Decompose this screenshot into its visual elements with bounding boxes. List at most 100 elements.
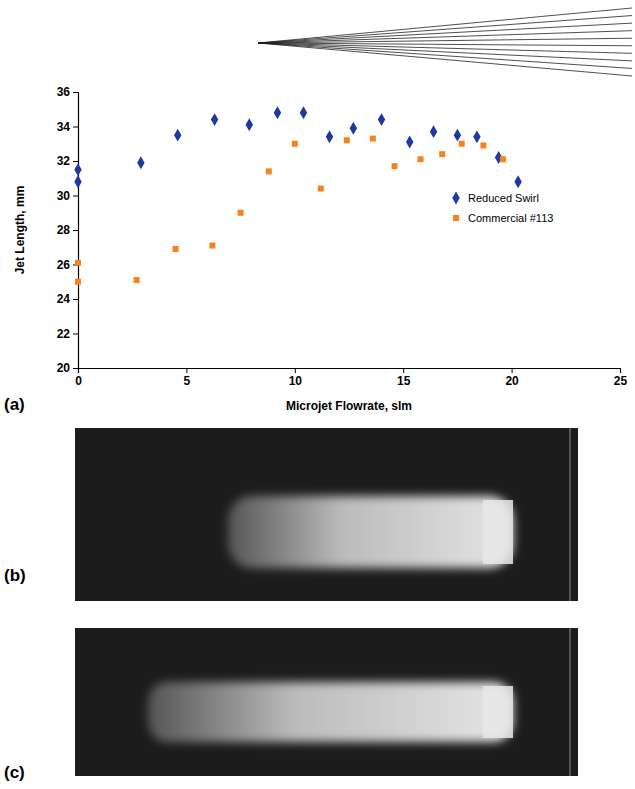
y-tick-mark — [73, 334, 78, 335]
photo — [75, 628, 578, 776]
fan-line — [258, 43, 632, 68]
y-tick-label: 32 — [57, 154, 71, 168]
panel-label: (a) — [4, 395, 25, 414]
photo — [75, 428, 578, 601]
fan-line — [258, 38, 632, 43]
point — [439, 151, 445, 157]
point — [318, 186, 324, 192]
fan-line — [258, 43, 632, 61]
jet-image — [228, 496, 513, 568]
photo-edge — [569, 628, 571, 776]
x-tick-label: 5 — [184, 374, 191, 388]
legend-item: Commercial #113 — [453, 212, 553, 224]
y-tick-mark — [73, 196, 78, 197]
y-tick: 28 — [57, 223, 78, 237]
spray-fan — [258, 8, 632, 76]
x-tick-mark — [403, 368, 404, 373]
point — [454, 129, 461, 142]
legend-label: Reduced Swirl — [468, 192, 539, 204]
y-tick: 22 — [57, 327, 78, 341]
y-tick-label: 30 — [57, 189, 71, 203]
x-tick-mark — [620, 368, 621, 373]
figure: 0510152025202224262830323436Microjet Flo… — [0, 0, 635, 789]
point — [514, 175, 521, 188]
y-tick-mark — [73, 368, 78, 369]
series-points — [75, 136, 506, 285]
fan-line — [258, 23, 632, 43]
x-tick-label: 10 — [289, 374, 303, 388]
x-tick: 25 — [614, 368, 628, 388]
point — [209, 243, 215, 249]
point — [137, 156, 144, 169]
x-tick: 5 — [184, 368, 191, 388]
y-tick: 20 — [57, 361, 78, 375]
point — [266, 168, 272, 174]
x-tick-label: 15 — [397, 374, 411, 388]
point — [74, 175, 81, 188]
y-tick-mark — [73, 161, 78, 162]
x-tick-mark — [512, 368, 513, 373]
fan-line — [258, 43, 632, 76]
x-tick: 10 — [289, 368, 303, 388]
point — [406, 136, 413, 149]
x-tick-label: 25 — [614, 374, 628, 388]
point — [134, 277, 140, 283]
point — [500, 156, 506, 162]
y-tick-label: 34 — [57, 120, 71, 134]
point — [350, 122, 357, 135]
x-tick-mark — [186, 368, 187, 373]
y-tick-label: 22 — [57, 327, 71, 341]
legend: Reduced Swirl Commercial #113 — [452, 192, 553, 224]
x-tick: 0 — [75, 368, 82, 388]
point — [430, 125, 437, 138]
chart: 0510152025202224262830323436Microjet Flo… — [13, 85, 627, 413]
y-tick-label: 24 — [57, 292, 71, 306]
y-tick: 26 — [57, 258, 78, 272]
y-tick-mark — [73, 127, 78, 128]
point — [459, 141, 465, 147]
point — [326, 130, 333, 143]
x-axis-line — [79, 369, 621, 374]
y-axis-title: Jet Length, mm — [13, 186, 27, 275]
point — [370, 136, 376, 142]
x-tick-label: 0 — [75, 374, 82, 388]
point — [75, 260, 81, 266]
x-axis-title: Microjet Flowrate, slm — [286, 399, 412, 413]
point — [274, 106, 281, 119]
y-tick-mark — [73, 299, 78, 300]
point — [473, 130, 480, 143]
y-tick: 30 — [57, 189, 78, 203]
legend-label: Commercial #113 — [468, 212, 553, 224]
y-tick: 32 — [57, 154, 78, 168]
point — [246, 118, 253, 131]
x-axis: 0510152025 — [75, 368, 627, 388]
fan-line — [258, 8, 632, 43]
legend-item: Reduced Swirl — [452, 192, 539, 205]
fan-line — [258, 31, 632, 43]
legend-marker — [453, 215, 459, 221]
y-tick-mark — [73, 92, 78, 93]
legend-marker — [452, 192, 459, 205]
x-tick-mark — [295, 368, 296, 373]
jet-image — [148, 682, 513, 742]
point — [238, 210, 244, 216]
series-points — [74, 106, 522, 188]
point — [174, 129, 181, 142]
photo-background — [75, 628, 578, 776]
y-tick-label: 28 — [57, 223, 71, 237]
jet-end — [483, 500, 513, 564]
points — [74, 106, 522, 284]
point — [344, 137, 350, 143]
photo-background — [75, 428, 578, 601]
point — [300, 106, 307, 119]
y-tick-label: 26 — [57, 258, 71, 272]
point — [173, 246, 179, 252]
x-tick: 15 — [397, 368, 411, 388]
point — [392, 163, 398, 169]
jet-end — [483, 686, 513, 738]
y-tick-label: 36 — [57, 85, 71, 99]
panel-label: (b) — [4, 566, 26, 585]
y-tick: 36 — [57, 85, 78, 99]
point — [211, 113, 218, 126]
point — [480, 142, 486, 148]
